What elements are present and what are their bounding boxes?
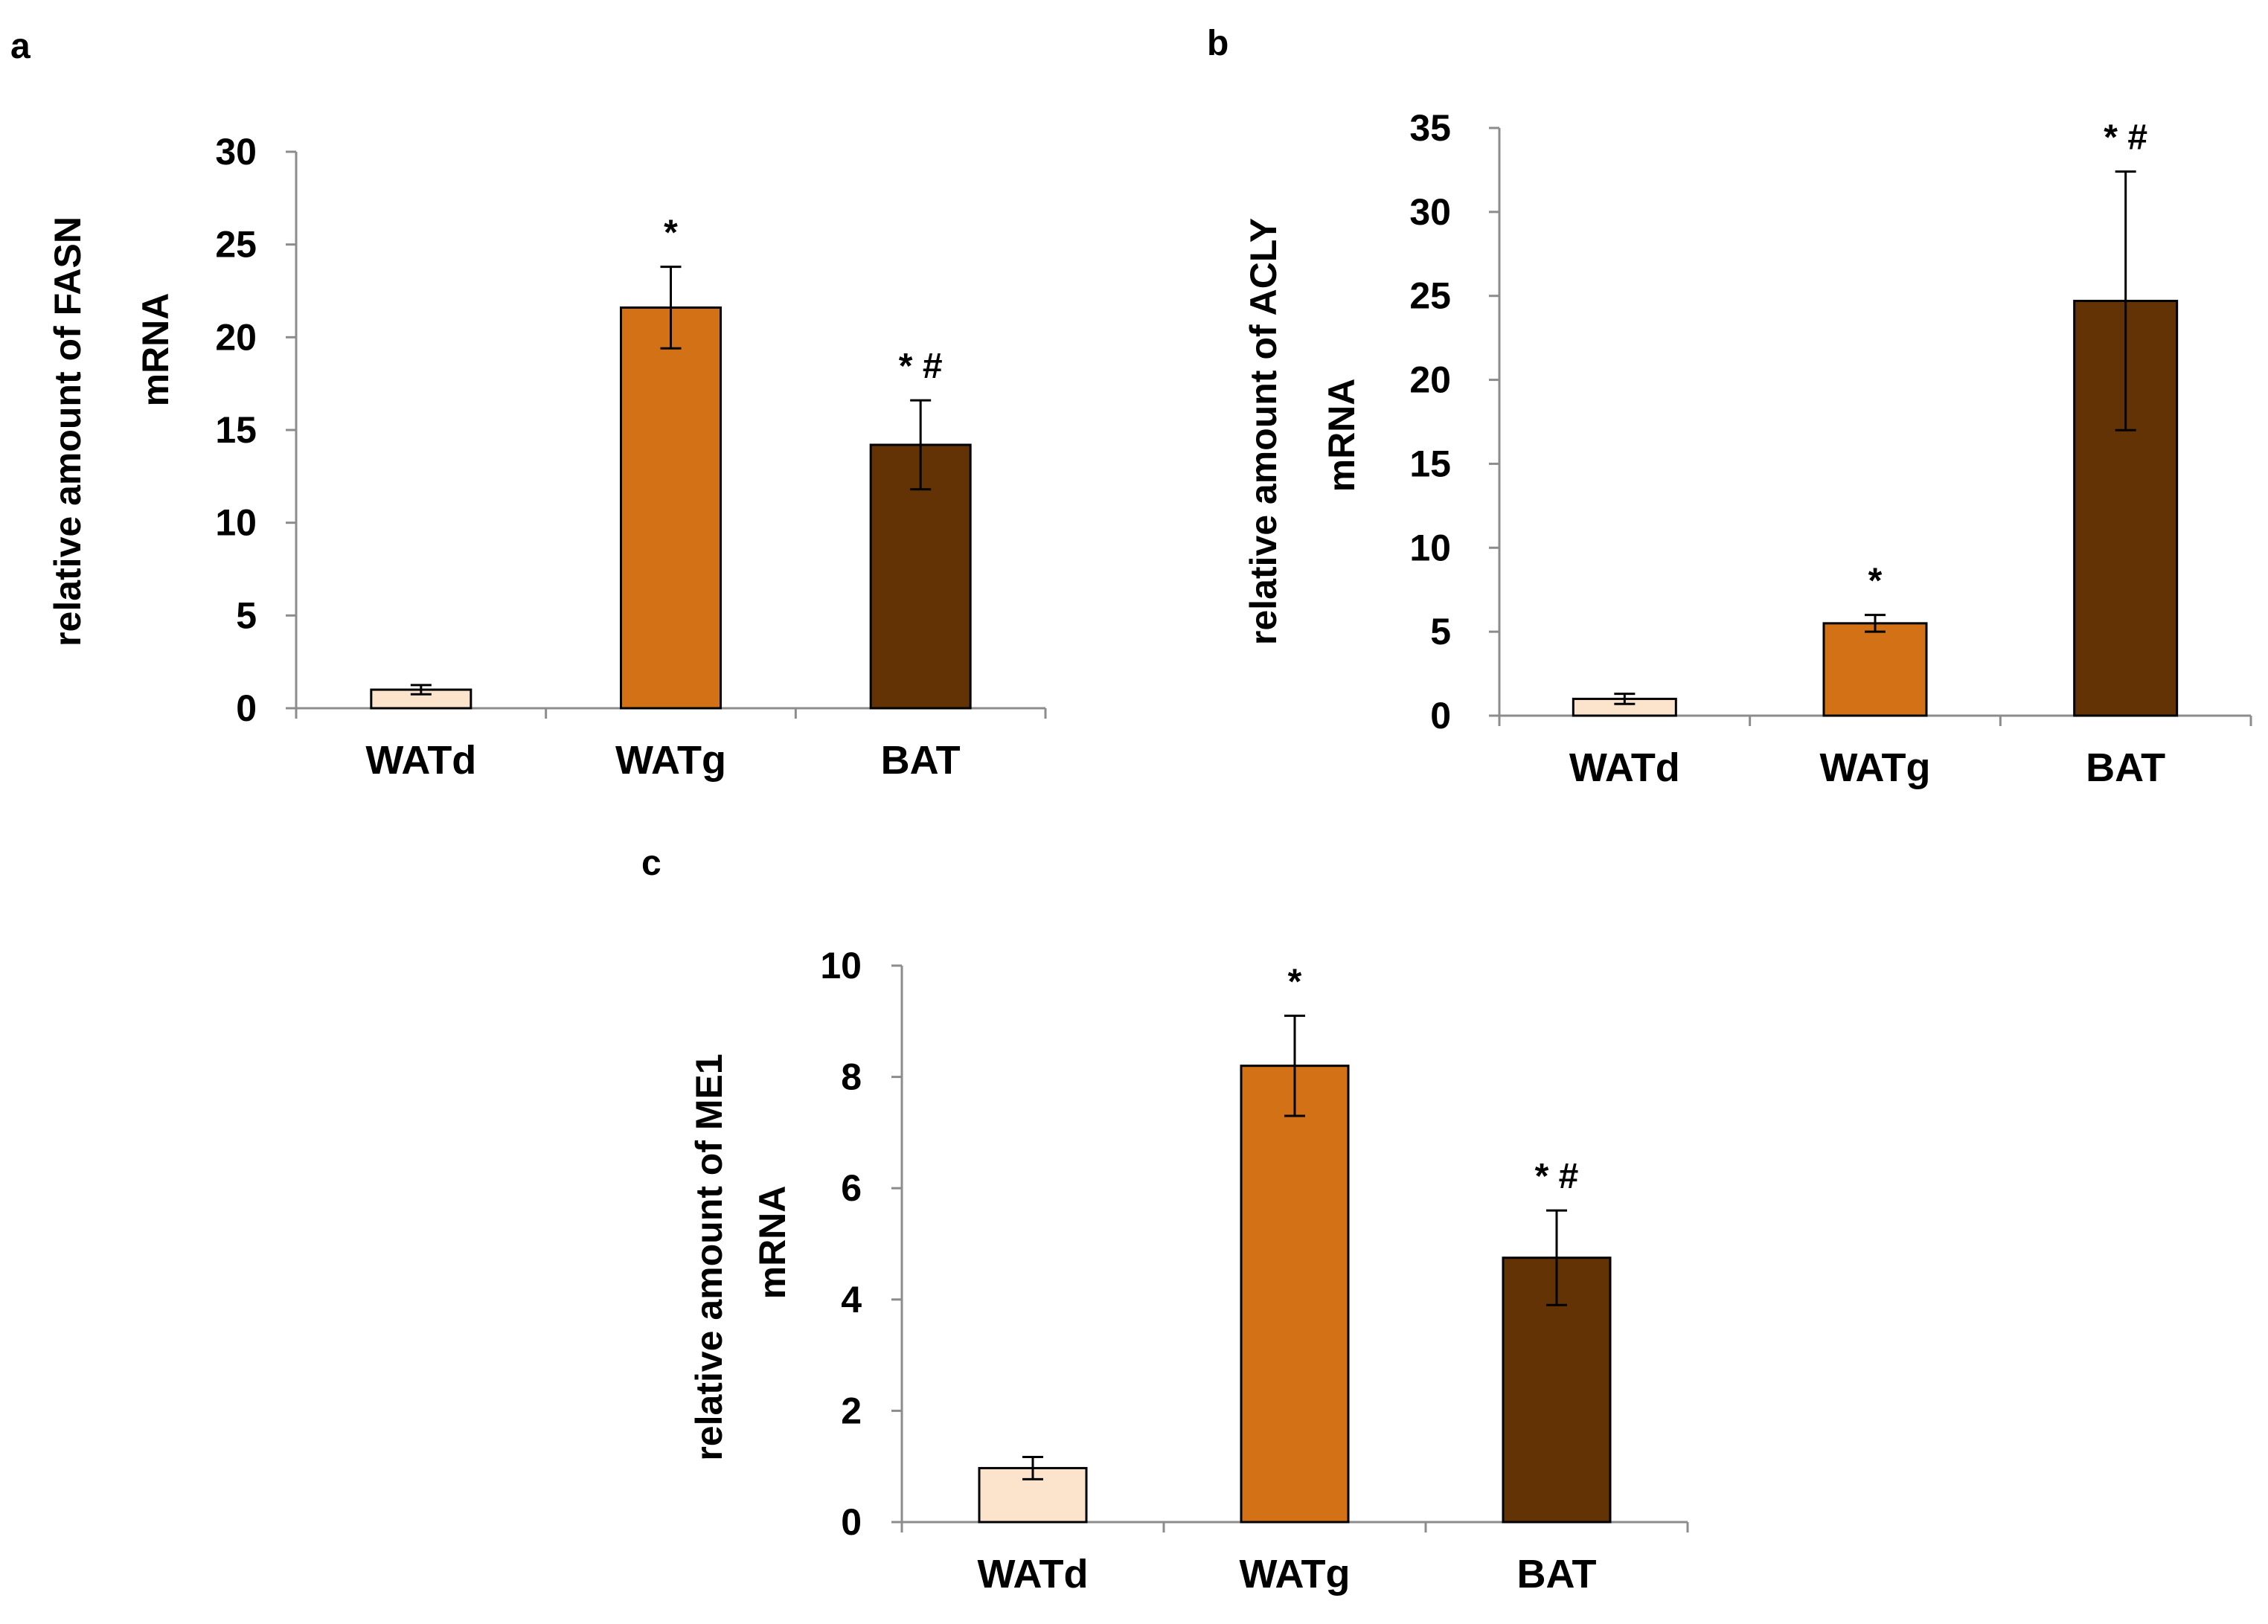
- y-tick-label: 0: [236, 687, 257, 729]
- x-category-label: BAT: [1517, 1552, 1597, 1596]
- y-tick-label: 5: [236, 594, 257, 636]
- bar-watg: [620, 306, 722, 710]
- x-category-label: WATg: [1240, 1552, 1351, 1596]
- panel-c: c relative amount of ME1 mRNA 0 2 4 6 8 10 WAT…: [641, 844, 1689, 1596]
- y-tick-label: 15: [1409, 443, 1451, 484]
- bar-watd: [370, 688, 472, 710]
- x-category-label: WATg: [615, 738, 726, 783]
- significance-marker: *: [664, 214, 678, 253]
- x-category-label: WATd: [365, 738, 476, 783]
- y-tick-label: 0: [841, 1501, 862, 1543]
- y-tick-label: 15: [215, 409, 257, 451]
- y-tick-label: 30: [1409, 191, 1451, 233]
- bar-watg: [1240, 1065, 1350, 1524]
- y-tick-label: 20: [1409, 359, 1451, 401]
- panel-a: a relative amount of FASN mRNA 0 5 10 15 20 2…: [10, 27, 1047, 783]
- y-tick-label: 10: [215, 502, 257, 544]
- y-axis-label-line2: mRNA: [752, 1186, 793, 1300]
- panel-letter-b: b: [1207, 24, 1228, 63]
- significance-marker: *: [1868, 562, 1883, 601]
- y-tick-label: 5: [1430, 611, 1451, 652]
- y-axis-label-line2: mRNA: [1321, 379, 1362, 492]
- y-tick-label: 25: [215, 224, 257, 266]
- y-tick-label: 4: [841, 1279, 862, 1320]
- y-tick-label: 10: [820, 945, 862, 986]
- panel-letter-c: c: [641, 844, 662, 883]
- significance-marker: * #: [899, 347, 943, 386]
- y-axis-label-line1: relative amount of ME1: [688, 1053, 730, 1460]
- y-tick-label: 2: [841, 1390, 862, 1431]
- x-category-label: BAT: [2086, 745, 2165, 790]
- y-axis-label-line1: relative amount of FASN: [47, 216, 89, 646]
- y-tick-label: 35: [1409, 107, 1451, 149]
- y-tick-label: 8: [841, 1056, 862, 1098]
- y-tick-label: 30: [215, 131, 257, 173]
- significance-marker: *: [1288, 962, 1302, 1001]
- bar-watg: [1822, 622, 1928, 717]
- y-tick-label: 0: [1430, 695, 1451, 736]
- x-category-label: WATd: [978, 1552, 1089, 1596]
- x-category-label: WATg: [1820, 745, 1931, 790]
- panel-b: b relative amount of ACLY mRNA 0 5 10 15 20 2…: [1207, 24, 2252, 790]
- y-axis-label-line1: relative amount of ACLY: [1243, 218, 1284, 645]
- x-category-label: WATd: [1569, 745, 1680, 790]
- panel-letter-a: a: [10, 27, 31, 66]
- y-tick-label: 6: [841, 1167, 862, 1209]
- y-tick-label: 10: [1409, 527, 1451, 568]
- y-tick-label: 25: [1409, 275, 1451, 317]
- y-tick-label: 20: [215, 316, 257, 358]
- x-category-label: BAT: [881, 738, 961, 783]
- y-axis-label-line2: mRNA: [135, 293, 176, 407]
- significance-marker: * #: [1535, 1157, 1579, 1196]
- significance-marker: * #: [2104, 118, 2147, 158]
